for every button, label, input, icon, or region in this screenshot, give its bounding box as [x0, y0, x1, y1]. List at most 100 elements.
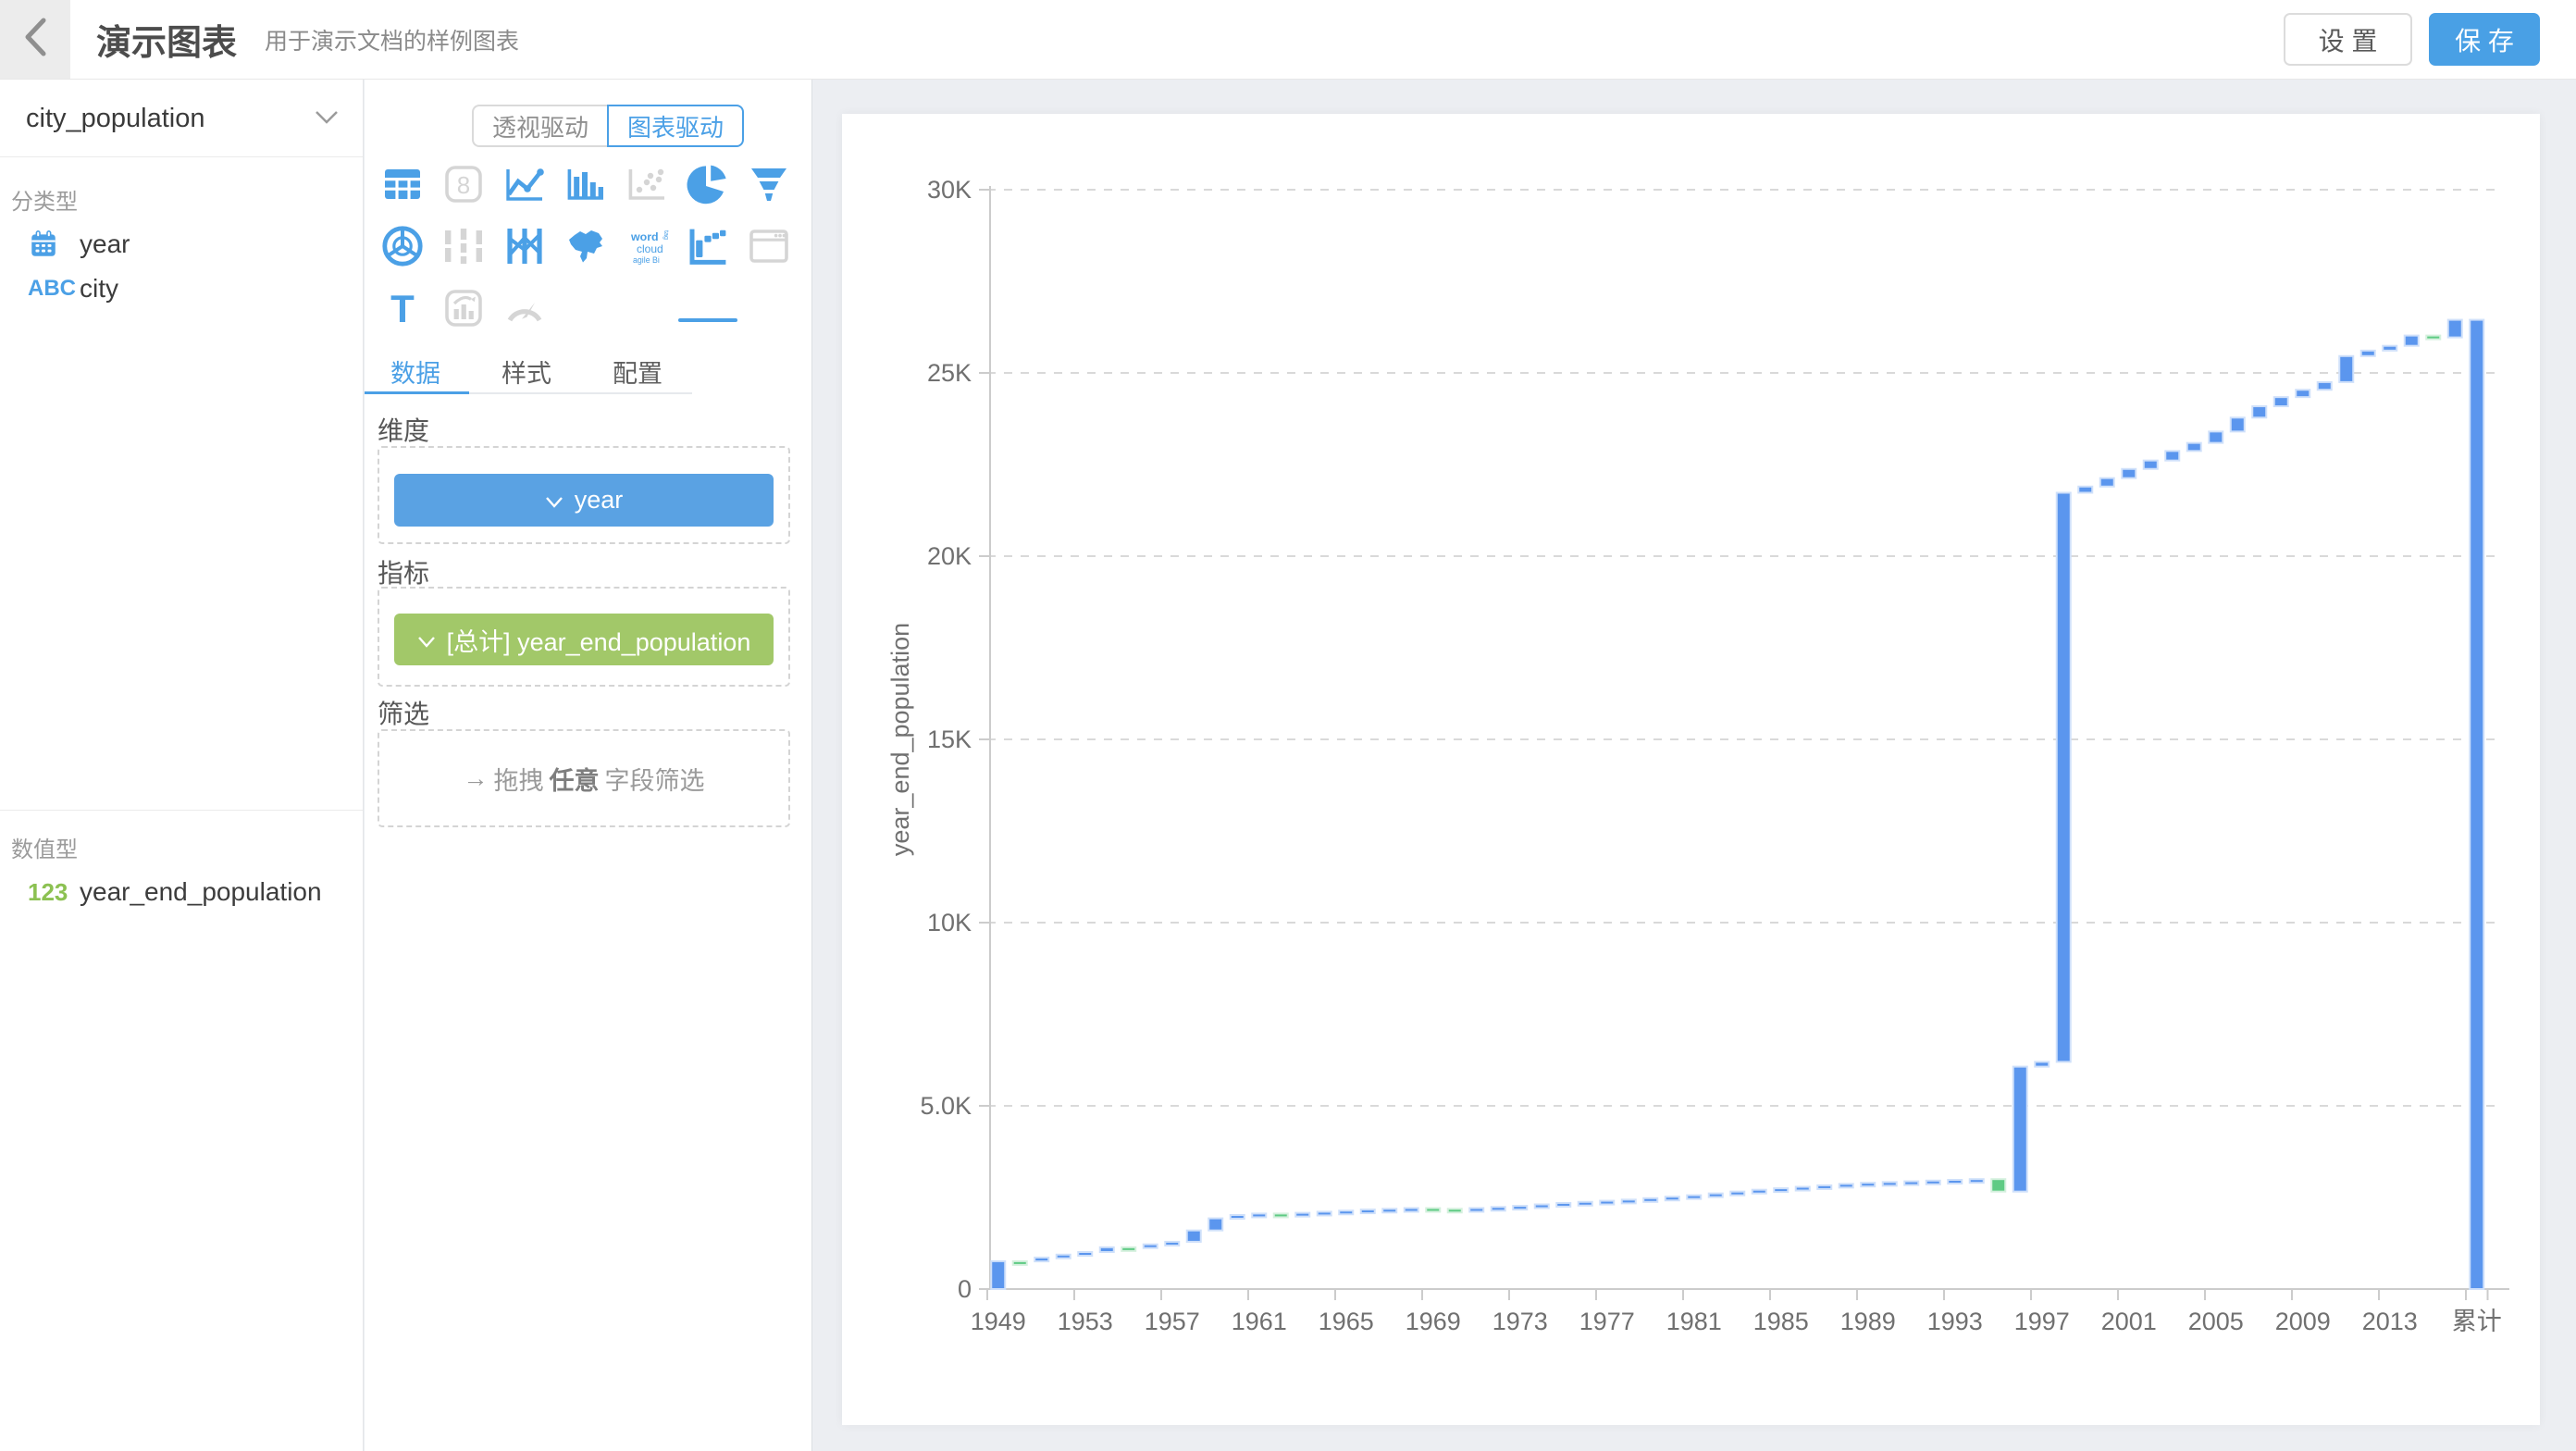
waterfall-bar-1952[interactable] [1055, 1253, 1071, 1259]
waterfall-bar-1973[interactable] [1512, 1205, 1529, 1211]
waterfall-bar-1956[interactable] [1142, 1243, 1158, 1249]
waterfall-bar-2014[interactable] [2403, 334, 2420, 347]
waterfall-bar-1999[interactable] [2077, 485, 2094, 494]
charttype-word-cloud-icon[interactable]: word cloud agile Bi tag [625, 224, 671, 268]
settings-button[interactable]: 设 置 [2284, 13, 2412, 66]
waterfall-bar-2006[interactable] [2229, 416, 2246, 433]
waterfall-bar-1988[interactable] [1838, 1183, 1854, 1189]
mode-chart-driven[interactable]: 图表驱动 [607, 105, 745, 147]
charttype-line-chart-icon[interactable] [502, 162, 547, 206]
waterfall-bar-2012[interactable] [2359, 349, 2376, 357]
waterfall-bar-2010[interactable] [2316, 380, 2333, 391]
waterfall-bar-2009[interactable] [2295, 389, 2311, 399]
waterfall-bar-1972[interactable] [1490, 1206, 1506, 1212]
svg-text:1981: 1981 [1666, 1308, 1722, 1335]
waterfall-bar-1971[interactable] [1468, 1207, 1485, 1213]
waterfall-bar-1963[interactable] [1294, 1211, 1311, 1218]
waterfall-bar-1954[interactable] [1098, 1246, 1115, 1254]
dimension-dropzone[interactable]: year [378, 446, 790, 544]
waterfall-bar-1974[interactable] [1533, 1203, 1550, 1209]
waterfall-bar-2002[interactable] [2142, 459, 2159, 470]
mode-pivot-driven[interactable]: 透视驱动 [472, 105, 608, 147]
waterfall-bar-1980[interactable] [1664, 1196, 1680, 1202]
waterfall-bar-2013[interactable] [2382, 344, 2398, 352]
waterfall-bar-1998[interactable] [2055, 491, 2072, 1063]
waterfall-bar-2015[interactable] [2425, 334, 2442, 341]
waterfall-bar-1962[interactable] [1272, 1212, 1289, 1219]
waterfall-bar-1968[interactable] [1403, 1207, 1419, 1213]
field-city[interactable]: ABC city [0, 267, 363, 311]
metric-dropzone[interactable]: [总计] year_end_population [378, 587, 790, 687]
charttype-waterfall-icon[interactable] [686, 224, 730, 268]
waterfall-bar-1997[interactable] [2034, 1060, 2050, 1068]
charttype-radar-icon[interactable] [380, 224, 425, 268]
waterfall-bar-1990[interactable] [1881, 1181, 1898, 1187]
waterfall-bar-1964[interactable] [1316, 1210, 1332, 1217]
waterfall-bar-2001[interactable] [2121, 467, 2137, 479]
filter-hint: → 拖拽 任意 字段筛选 [463, 763, 705, 795]
waterfall-bar-1987[interactable] [1816, 1184, 1833, 1190]
waterfall-bar-2005[interactable] [2208, 430, 2224, 444]
waterfall-bar-1950[interactable] [1011, 1259, 1028, 1266]
waterfall-bar-1977[interactable] [1599, 1199, 1616, 1206]
charttype-table-icon[interactable] [380, 162, 425, 206]
waterfall-bar-1986[interactable] [1794, 1185, 1811, 1192]
waterfall-bar-1982[interactable] [1707, 1192, 1724, 1198]
waterfall-bar-1965[interactable] [1338, 1209, 1355, 1216]
waterfall-bar-1989[interactable] [1860, 1182, 1876, 1188]
waterfall-bar-2007[interactable] [2251, 405, 2268, 419]
waterfall-bar-1996[interactable] [2012, 1065, 2028, 1193]
tab-style[interactable]: 样式 [502, 360, 551, 388]
waterfall-bar-1959[interactable] [1208, 1217, 1224, 1232]
waterfall-bar-1985[interactable] [1773, 1187, 1790, 1194]
waterfall-bar-1957[interactable] [1164, 1240, 1181, 1246]
waterfall-bar-2000[interactable] [2099, 477, 2115, 488]
tab-config[interactable]: 配置 [613, 360, 663, 388]
waterfall-bar-2008[interactable] [2273, 396, 2289, 408]
field-name: city [80, 274, 118, 303]
waterfall-bar-2011[interactable] [2338, 354, 2355, 383]
field-year-end-population[interactable]: 123 year_end_population [0, 870, 363, 914]
waterfall-bar-1979[interactable] [1642, 1197, 1659, 1203]
waterfall-bar-1949[interactable] [990, 1259, 1007, 1291]
waterfall-bar-2004[interactable] [2186, 441, 2202, 453]
waterfall-bar-1969[interactable] [1425, 1207, 1442, 1213]
waterfall-bar-1955[interactable] [1121, 1246, 1137, 1252]
waterfall-bar-1958[interactable] [1185, 1229, 1202, 1243]
charttype-funnel-icon[interactable] [747, 162, 791, 206]
waterfall-bar-1975[interactable] [1555, 1201, 1572, 1208]
waterfall-bar-1984[interactable] [1751, 1188, 1767, 1195]
save-button[interactable]: 保 存 [2429, 13, 2540, 66]
waterfall-bar-1978[interactable] [1620, 1198, 1637, 1205]
waterfall-bar-1951[interactable] [1034, 1256, 1050, 1263]
charttype-china-map-icon[interactable] [564, 224, 608, 268]
filter-dropzone[interactable]: → 拖拽 任意 字段筛选 [378, 729, 790, 827]
metric-pill-year-end-population[interactable]: [总计] year_end_population [394, 614, 774, 665]
waterfall-bar-2003[interactable] [2164, 450, 2181, 462]
tab-data[interactable]: 数据 [390, 360, 440, 388]
back-button[interactable] [0, 0, 70, 79]
charttype-pie-icon[interactable] [686, 162, 730, 206]
waterfall-bar-1993[interactable] [1947, 1178, 1963, 1184]
dimension-pill-year[interactable]: year [394, 474, 774, 527]
waterfall-bar-1991[interactable] [1903, 1180, 1920, 1186]
waterfall-bar-1976[interactable] [1577, 1200, 1593, 1207]
waterfall-bar-1961[interactable] [1251, 1212, 1268, 1219]
waterfall-bar-2016[interactable] [2446, 318, 2463, 339]
field-year[interactable]: year [0, 222, 363, 267]
charttype-parallel-icon[interactable] [502, 224, 547, 268]
charttype-bar-chart-icon[interactable] [564, 162, 608, 206]
waterfall-bar-1967[interactable] [1381, 1208, 1398, 1214]
waterfall-bar-1966[interactable] [1359, 1209, 1376, 1215]
waterfall-bar-1995[interactable] [1990, 1178, 2007, 1193]
dataset-selector[interactable]: city_population [0, 80, 363, 157]
waterfall-bar-1981[interactable] [1686, 1194, 1703, 1200]
waterfall-bar-1994[interactable] [1968, 1178, 1985, 1184]
waterfall-bar-1983[interactable] [1729, 1190, 1746, 1197]
waterfall-bar-1953[interactable] [1077, 1251, 1094, 1258]
charttype-text-icon[interactable]: T [380, 286, 425, 330]
waterfall-bar-1992[interactable] [1925, 1179, 1941, 1185]
waterfall-bar-1960[interactable] [1229, 1214, 1245, 1221]
waterfall-bar-total[interactable] [2469, 318, 2485, 1291]
waterfall-bar-1970[interactable] [1446, 1208, 1463, 1214]
